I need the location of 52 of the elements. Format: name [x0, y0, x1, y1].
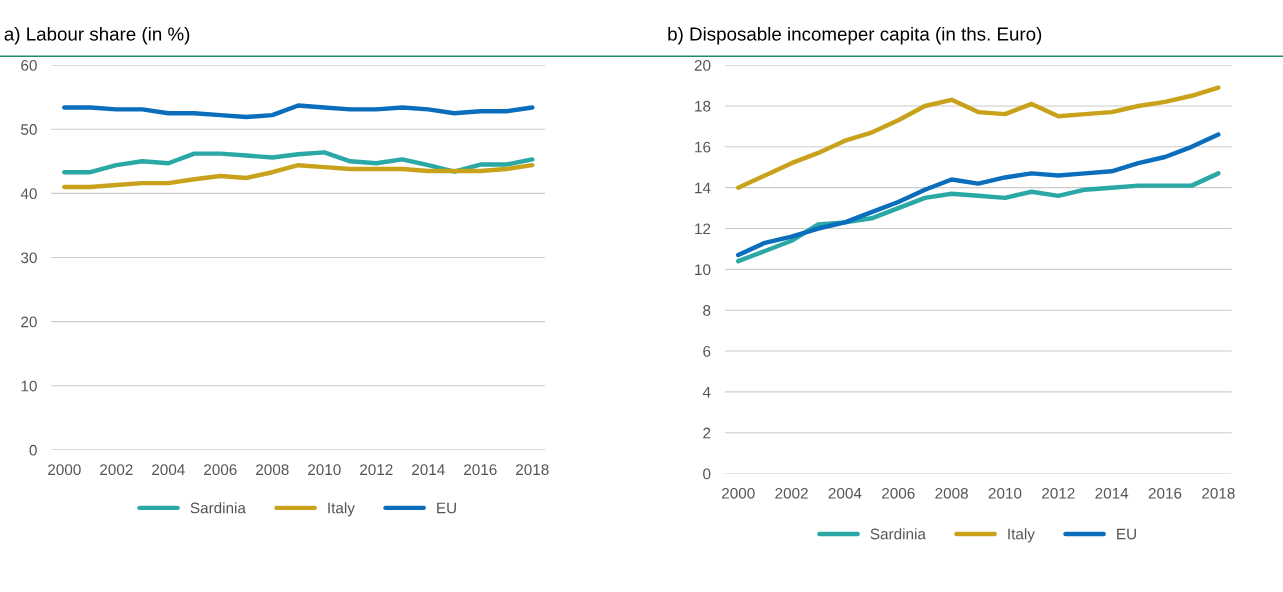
x-tick-label: 2000: [722, 487, 755, 499]
y-tick-label: 60: [21, 59, 37, 71]
legend-label: Italy: [328, 502, 355, 517]
x-tick-label: 2018: [516, 464, 549, 476]
line-series: [736, 85, 1221, 190]
x-tick-label: 2012: [360, 464, 393, 476]
y-tick-label: 16: [695, 141, 711, 153]
x-tick-label: 2004: [828, 487, 862, 499]
x-tick-label: 2006: [204, 464, 237, 476]
line-series: [736, 171, 1221, 264]
y-tick-label: 0: [29, 444, 37, 456]
line-series: [62, 162, 535, 190]
x-tick-label: 2010: [988, 487, 1022, 499]
legend-label: EU: [1117, 528, 1136, 540]
y-tick-label: 14: [695, 182, 711, 194]
x-tick-label: 2002: [775, 487, 808, 499]
y-tick-label: 2: [703, 427, 711, 439]
y-tick-label: 0: [703, 468, 711, 480]
y-tick-label: 30: [21, 252, 37, 264]
x-tick-label: 2002: [100, 464, 133, 476]
line-series: [736, 132, 1221, 258]
x-tick-label: 2010: [308, 464, 341, 476]
x-tick-label: 2004: [152, 464, 185, 476]
y-tick-label: 20: [694, 59, 711, 71]
y-tick-label: 6: [703, 345, 711, 357]
x-tick-label: 2006: [882, 487, 915, 499]
x-tick-label: 2018: [1202, 487, 1235, 499]
x-tick-label: 2014: [412, 464, 445, 476]
x-tick-label: 2000: [48, 464, 81, 476]
x-tick-label: 2016: [464, 464, 497, 476]
y-tick-label: 18: [695, 100, 711, 112]
y-tick-label: 50: [21, 124, 37, 135]
x-tick-label: 2008: [256, 464, 289, 476]
x-tick-label: 2016: [1148, 487, 1182, 499]
line-series: [62, 150, 535, 175]
line-series: [62, 103, 535, 120]
legend-label: Sardinia: [870, 528, 926, 540]
x-tick-label: 2012: [1042, 487, 1075, 499]
chart-title: a) Labour share (in %): [4, 26, 190, 45]
y-tick-label: 10: [695, 264, 711, 276]
x-tick-label: 2008: [935, 487, 968, 499]
y-tick-label: 20: [21, 316, 37, 328]
y-tick-label: 40: [20, 188, 37, 200]
chart-title: b) Disposable incomeper capita (in ths. Euro): [668, 26, 1042, 45]
legend-label: Sardinia: [190, 502, 246, 514]
y-tick-label: 4: [702, 386, 711, 398]
y-tick-label: 12: [695, 223, 711, 235]
x-tick-label: 2014: [1095, 487, 1129, 499]
y-tick-label: 10: [21, 380, 37, 392]
legend-label: Italy: [1008, 528, 1035, 543]
legend-label: EU: [437, 502, 456, 514]
y-tick-label: 8: [703, 305, 711, 316]
